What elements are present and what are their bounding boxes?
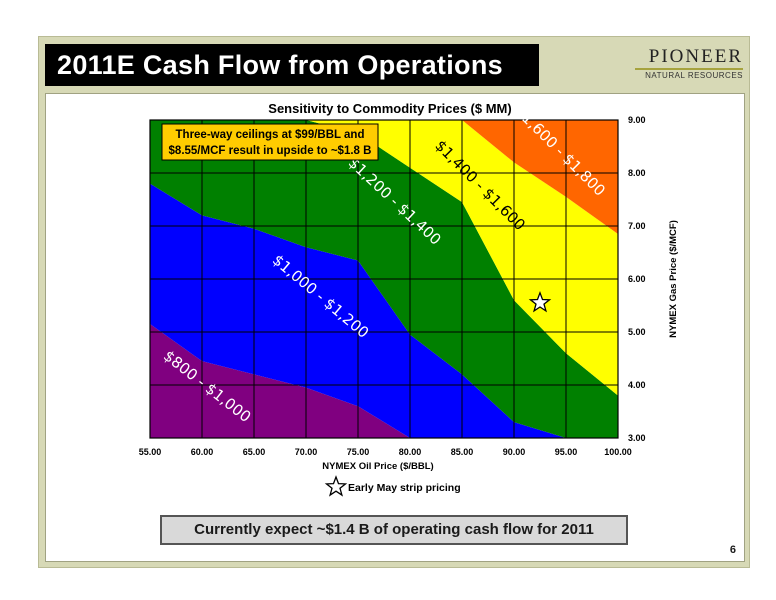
strip-pricing-star-icon bbox=[528, 290, 552, 313]
annotation-box bbox=[161, 123, 379, 161]
slide-title: 2011E Cash Flow from Operations bbox=[57, 50, 503, 80]
x-tick-label: 65.00 bbox=[243, 447, 266, 457]
x-axis-title: NYMEX Oil Price ($/BBL) bbox=[322, 461, 433, 472]
company-logo: PIONEER NATURAL RESOURCES bbox=[635, 47, 743, 83]
annotation-line: $8.55/MCF result in upside to ~$1.8 B bbox=[169, 145, 372, 157]
band-5 bbox=[150, 120, 618, 234]
legend-label: Early May strip pricing bbox=[348, 482, 461, 494]
y-axis-title: NYMEX Gas Price ($/MCF) bbox=[668, 220, 679, 338]
chart-title: Sensitivity to Commodity Prices ($ MM) bbox=[268, 101, 511, 116]
x-tick-label: 80.00 bbox=[399, 447, 422, 457]
plot-frame bbox=[149, 119, 619, 439]
legend-star-icon bbox=[324, 475, 348, 497]
x-tick-label: 60.00 bbox=[191, 447, 214, 457]
x-tick-label: 100.00 bbox=[604, 447, 632, 457]
content-panel: 55.00 60.00 65.00 70.00 75.00 80.00 85.00 90.00… bbox=[45, 93, 745, 562]
x-tick-label: 70.00 bbox=[295, 447, 318, 457]
y-tick-label: 7.00 bbox=[628, 221, 646, 231]
outlook-callout: Currently expect ~$1.4 B of operating ca… bbox=[160, 515, 628, 545]
y-tick-label: 5.00 bbox=[628, 327, 646, 337]
logo-subtitle: NATURAL RESOURCES bbox=[645, 71, 743, 80]
band-1 bbox=[150, 324, 618, 438]
slide: 2011E Cash Flow from Operations PIONEER … bbox=[38, 36, 750, 568]
x-tick-label: 90.00 bbox=[503, 447, 526, 457]
title-bar: 2011E Cash Flow from Operations bbox=[45, 44, 539, 86]
x-tick-label: 85.00 bbox=[451, 447, 474, 457]
y-tick-label: 9.00 bbox=[628, 115, 646, 125]
logo-name: PIONEER bbox=[648, 46, 743, 67]
y-tick-label: 4.00 bbox=[628, 380, 646, 390]
x-tick-label: 75.00 bbox=[347, 447, 370, 457]
y-tick-label: 3.00 bbox=[628, 433, 646, 443]
x-tick-label: 95.00 bbox=[555, 447, 578, 457]
logo-rule bbox=[635, 68, 743, 70]
band-4 bbox=[150, 120, 618, 396]
x-tick-label: 55.00 bbox=[139, 447, 162, 457]
sensitivity-chart: 55.00 60.00 65.00 70.00 75.00 80.00 85.00 90.00… bbox=[139, 101, 679, 497]
annotation-line: Three-way ceilings at $99/BBL and bbox=[176, 129, 365, 141]
y-tick-label: 8.00 bbox=[628, 168, 646, 178]
band-2 bbox=[150, 183, 618, 438]
y-tick-label: 6.00 bbox=[628, 274, 646, 284]
page-number: 6 bbox=[729, 544, 736, 556]
